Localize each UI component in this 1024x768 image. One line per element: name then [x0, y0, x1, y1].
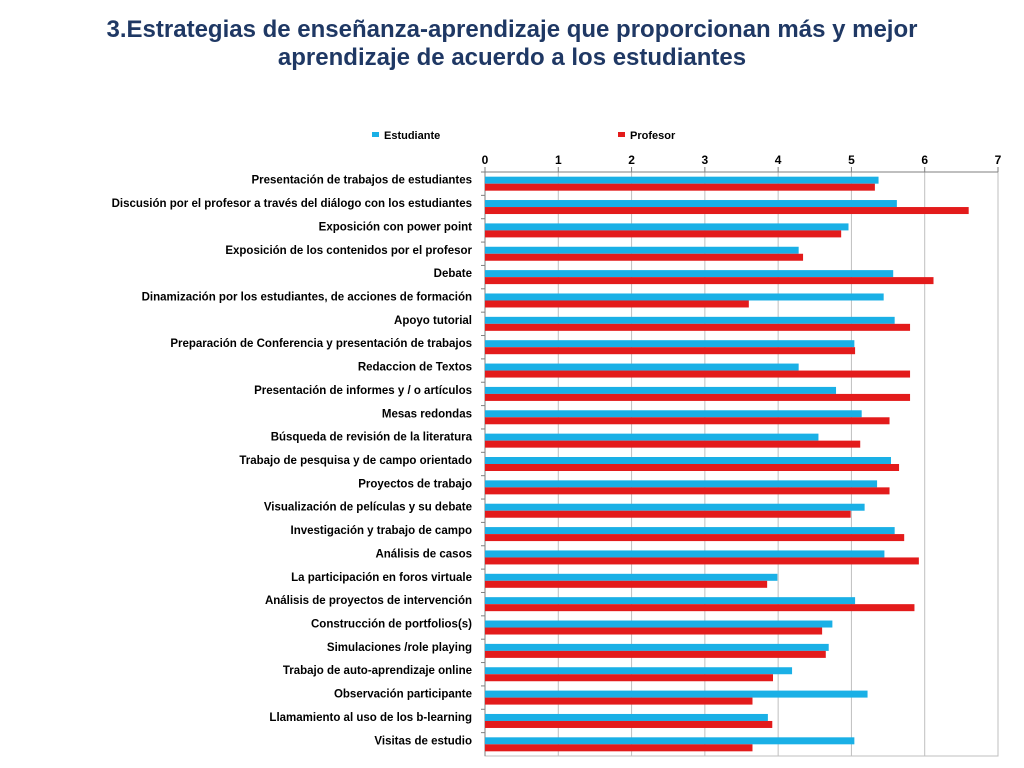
slide-title: 3.Estrategias de enseñanza-aprendizaje q… [0, 16, 1024, 72]
chart-bars [485, 176, 969, 752]
bar-estudiante [485, 410, 862, 418]
category-label: Observación participante [334, 689, 472, 701]
category-label: Exposición con power point [319, 221, 473, 233]
bar-estudiante [485, 503, 865, 511]
bar-estudiante [485, 293, 884, 301]
x-tick-label-0: 0 [482, 153, 489, 167]
category-label: Visualización de películas y su debate [264, 502, 472, 514]
chart-legend: Estudiante Profesor [372, 130, 676, 142]
legend-swatch-estudiante [372, 132, 379, 137]
category-label: Preparación de Conferencia y presentació… [170, 338, 472, 350]
x-tick-label-1: 1 [555, 153, 562, 167]
category-label: Apoyo tutorial [394, 315, 472, 327]
x-tick-label-5: 5 [848, 153, 855, 167]
slide-title-line-2: aprendizaje de acuerdo a los estudiantes [277, 44, 747, 71]
category-label: Llamamiento al uso de los b-learning [269, 712, 472, 724]
bar-profesor [485, 674, 774, 682]
x-tick-label-4: 4 [775, 153, 782, 167]
bar-profesor [485, 650, 826, 658]
bar-profesor [485, 534, 905, 542]
x-tick-label-7: 7 [995, 153, 1002, 167]
category-label: Presentación de informes y / o artículos [254, 385, 472, 397]
bar-estudiante [485, 223, 849, 231]
x-tick-label-6: 6 [921, 153, 928, 167]
category-label: Exposición de los contenidos por el prof… [225, 245, 472, 257]
bar-estudiante [485, 667, 793, 675]
category-label: Discusión por el profesor a través del d… [112, 198, 472, 210]
bar-estudiante [485, 316, 895, 324]
bar-profesor [485, 464, 900, 471]
bar-estudiante [485, 480, 878, 488]
category-label: Análisis de proyectos de intervención [265, 595, 472, 607]
bar-profesor [485, 300, 749, 308]
bar-estudiante [485, 340, 855, 348]
legend-label-profesor: Profesor [630, 130, 676, 142]
bar-profesor [485, 183, 875, 191]
legend-swatch-profesor [618, 132, 625, 137]
bar-estudiante [485, 737, 855, 745]
bar-profesor [485, 417, 890, 425]
category-label: Simulaciones /role playing [327, 642, 472, 654]
category-label: Debate [434, 268, 472, 280]
category-label: Proyectos de trabajo [358, 478, 472, 490]
category-label: Visitas de estudio [374, 735, 472, 747]
bar-estudiante [485, 550, 885, 558]
category-label: Mesas redondas [382, 408, 472, 420]
bar-profesor [485, 604, 915, 612]
bar-profesor [485, 323, 911, 331]
bar-profesor [485, 207, 969, 215]
category-label: Construcción de portfolios(s) [311, 619, 472, 631]
slide-title-line-1: 3.Estrategias de enseñanza-aprendizaje q… [106, 16, 918, 43]
bar-estudiante [485, 713, 768, 721]
bar-estudiante [485, 246, 799, 254]
category-label: Dinamización por los estudiantes, de acc… [142, 291, 472, 303]
category-label: Investigación y trabajo de campo [291, 525, 473, 537]
bar-estudiante [485, 200, 897, 208]
bar-profesor [485, 557, 919, 565]
x-axis-ticks: 0 1 2 3 4 5 6 7 [482, 153, 1002, 756]
legend-label-estudiante: Estudiante [384, 130, 440, 142]
bar-profesor [485, 510, 851, 518]
bar-estudiante [485, 386, 837, 394]
bar-estudiante [485, 690, 868, 698]
category-label: Redaccion de Textos [358, 362, 472, 374]
bar-estudiante [485, 270, 894, 278]
bar-estudiante [485, 457, 892, 464]
x-tick-label-2: 2 [628, 153, 635, 167]
bar-profesor [485, 253, 804, 261]
category-label: Presentación de trabajos de estudiantes [252, 175, 473, 187]
bar-profesor [485, 277, 934, 285]
category-label: Búsqueda de revisión de la literatura [271, 432, 473, 444]
bar-profesor [485, 487, 890, 495]
y-axis-labels: Presentación de trabajos de estudiantes D… [112, 171, 485, 747]
bar-estudiante [485, 363, 799, 371]
bar-profesor [485, 580, 768, 588]
bar-estudiante [485, 620, 833, 628]
bar-profesor [485, 440, 861, 448]
bar-estudiante [485, 527, 895, 535]
category-label: Trabajo de auto-aprendizaje online [283, 665, 472, 677]
bar-profesor [485, 627, 823, 635]
bar-estudiante [485, 433, 819, 441]
bar-profesor [485, 230, 842, 238]
category-label: La participación en foros virtuale [291, 572, 472, 584]
bar-profesor [485, 393, 911, 401]
bar-profesor [485, 744, 753, 752]
bar-profesor [485, 347, 856, 355]
bar-profesor [485, 720, 773, 728]
bar-estudiante [485, 597, 856, 605]
category-label: Análisis de casos [375, 548, 472, 560]
bar-estudiante [485, 573, 778, 581]
bar-profesor [485, 370, 911, 378]
bar-estudiante [485, 176, 879, 184]
x-tick-label-3: 3 [702, 153, 709, 167]
bar-estudiante [485, 643, 829, 651]
bar-profesor [485, 697, 753, 705]
category-label: Trabajo de pesquisa y de campo orientado [239, 455, 472, 467]
